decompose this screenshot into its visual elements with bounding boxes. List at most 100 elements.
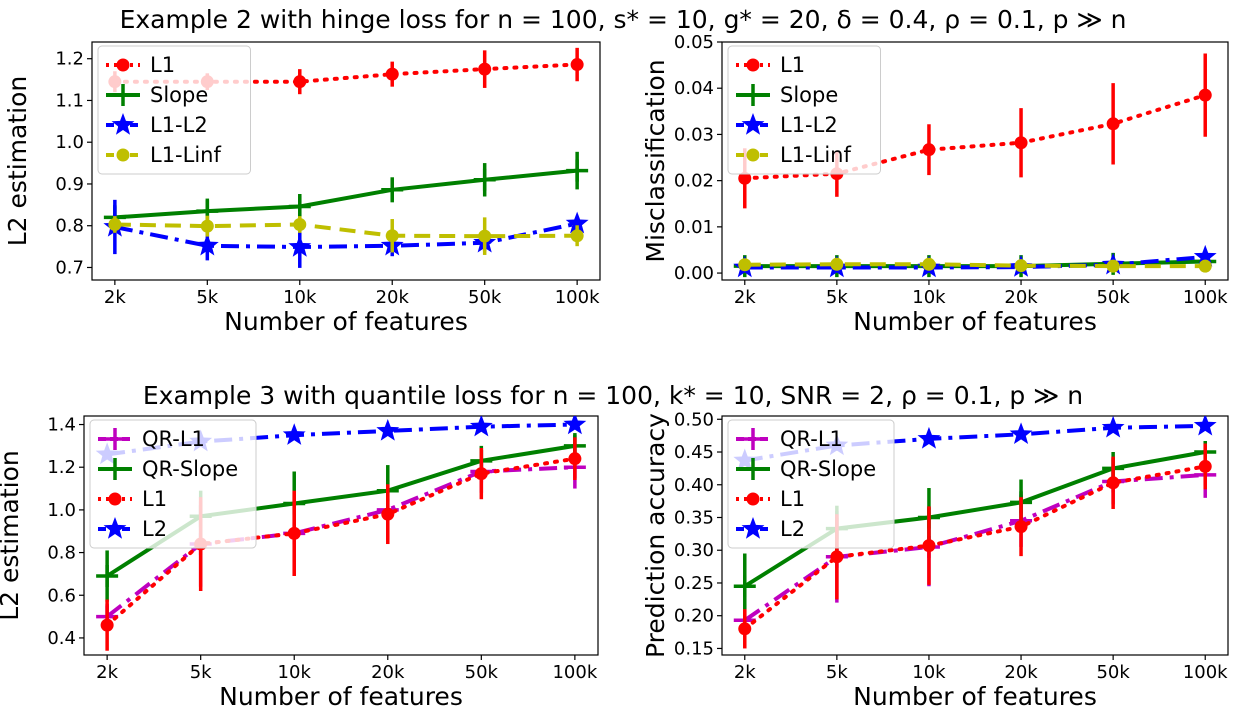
data-point xyxy=(108,217,122,231)
legend-marker xyxy=(104,458,126,480)
y-axis-label: L2 estimation xyxy=(0,450,24,621)
y-tick-label: 1.4 xyxy=(47,415,76,436)
series-l1 xyxy=(738,443,1212,649)
y-tick-label: 1.2 xyxy=(55,49,84,70)
legend-label-qr-slope: QR-Slope xyxy=(780,457,876,481)
x-tick-label: 50k xyxy=(468,287,502,308)
y-tick-label: 0.8 xyxy=(47,543,76,564)
legend-label-qr-l1: QR-L1 xyxy=(780,427,843,451)
legend-marker xyxy=(116,58,130,72)
hinge-misclassification-chart: 2k 5k 10k 20k 50k 100k 0.00 0.01 0.02 0.03 0.04 0.0… xyxy=(641,32,1229,336)
data-point xyxy=(1014,136,1028,150)
y-tick-label: 0.20 xyxy=(674,606,714,627)
x-tick-label: 20k xyxy=(376,287,410,308)
x-axis-label: Number of features xyxy=(853,682,1097,711)
data-point xyxy=(200,219,214,233)
y-tick-label: 1.1 xyxy=(55,90,84,111)
y-tick-label: 1.0 xyxy=(55,132,84,153)
x-tick-label: 2k xyxy=(734,662,756,683)
legend: L1 Slope L1-L2 L1-Linf xyxy=(727,45,881,175)
quantile-l2-estimation-chart: 2k 5k 10k 20k 50k 100k 0.4 0.6 0.8 1.0 1.2 1.4 Numbe… xyxy=(0,415,599,711)
legend-marker xyxy=(742,458,764,480)
hinge-l2-estimation-chart: 2k 5k 10k 20k 50k 100k 0.7 0.8 0.9 1.0 1.1 1.2 Numbe… xyxy=(3,41,601,336)
data-point xyxy=(1106,259,1120,273)
data-point xyxy=(922,143,936,157)
x-axis-label: Number of features xyxy=(224,307,468,336)
row-title-bottom: Example 3 with quantile loss for n = 100… xyxy=(143,381,1083,410)
data-point xyxy=(469,416,493,437)
data-point xyxy=(1014,259,1028,273)
quantile-prediction-accuracy-chart: 2k 5k 10k 20k 50k 100k 0.15 0.20 0.25 0.30 0.35 0.4… xyxy=(641,409,1229,711)
data-point xyxy=(1198,459,1212,473)
y-tick-label: 0.50 xyxy=(674,409,714,430)
data-point xyxy=(830,257,844,271)
data-point xyxy=(385,67,399,81)
series-line xyxy=(114,221,578,250)
x-tick-label: 10k xyxy=(278,662,312,683)
data-point xyxy=(1009,422,1033,445)
legend-label-slope: Slope xyxy=(150,83,208,107)
data-point xyxy=(96,565,119,588)
data-point xyxy=(568,452,582,466)
data-point xyxy=(738,171,752,185)
x-tick-label: 50k xyxy=(1096,287,1130,308)
data-point xyxy=(100,618,114,632)
x-tick-label: 20k xyxy=(371,662,405,683)
row-title-top: Example 2 with hinge loss for n = 100, s… xyxy=(120,5,1127,34)
legend: QR-L1 QR-Slope L1 L2 xyxy=(727,419,895,549)
legend: QR-L1 QR-Slope L1 L2 xyxy=(89,419,257,549)
data-point xyxy=(733,575,756,598)
data-point xyxy=(474,467,488,481)
x-tick-label: 10k xyxy=(912,287,946,308)
y-tick-label: 0.03 xyxy=(674,124,714,145)
series-l1-linf xyxy=(738,257,1212,273)
data-point xyxy=(922,257,936,271)
y-tick-label: 0.02 xyxy=(674,171,714,192)
data-point xyxy=(1193,416,1217,436)
data-point xyxy=(1106,117,1120,131)
legend-label-l1: L1 xyxy=(780,53,805,77)
data-point xyxy=(1193,244,1217,267)
x-tick-label: 2k xyxy=(734,287,756,308)
y-tick-label: 0.04 xyxy=(674,78,714,99)
data-point xyxy=(1198,88,1212,102)
legend-label-qr-l1: QR-L1 xyxy=(142,427,205,451)
x-tick-label: 100k xyxy=(1183,287,1228,308)
y-tick-label: 0.30 xyxy=(674,540,714,561)
data-point xyxy=(1106,476,1120,490)
y-tick-label: 0.45 xyxy=(674,442,714,463)
y-tick-label: 1.2 xyxy=(47,457,76,478)
x-tick-label: 5k xyxy=(826,287,848,308)
legend-marker xyxy=(104,428,126,450)
data-point xyxy=(282,423,306,445)
data-point xyxy=(738,622,752,636)
legend-label-l1-linf: L1-Linf xyxy=(780,143,851,167)
data-point xyxy=(565,211,589,234)
x-tick-label: 2k xyxy=(104,287,126,308)
legend-marker xyxy=(741,113,765,135)
x-axis-label: Number of features xyxy=(853,307,1097,336)
y-tick-label: 0.25 xyxy=(674,573,714,594)
x-tick-label: 10k xyxy=(912,662,946,683)
legend-marker xyxy=(111,113,135,135)
series-line xyxy=(105,465,575,619)
data-point xyxy=(293,217,307,231)
legend-label-l1-l2: L1-L2 xyxy=(780,113,838,137)
y-axis-label: Prediction accuracy xyxy=(641,413,670,658)
data-point xyxy=(570,229,584,243)
legend-marker xyxy=(112,84,134,106)
y-tick-label: 0.4 xyxy=(47,628,76,649)
data-point xyxy=(376,418,400,441)
legend-label-qr-slope: QR-Slope xyxy=(142,457,238,481)
y-tick-label: 0.6 xyxy=(47,585,76,606)
legend-label-slope: Slope xyxy=(780,83,838,107)
y-tick-label: 0.00 xyxy=(674,263,714,284)
data-point xyxy=(566,159,589,182)
series-line xyxy=(742,93,1208,181)
legend-box xyxy=(97,45,251,175)
x-tick-label: 100k xyxy=(555,287,600,308)
legend-marker xyxy=(116,148,130,162)
plot-area xyxy=(95,416,587,651)
data-point xyxy=(288,195,311,218)
